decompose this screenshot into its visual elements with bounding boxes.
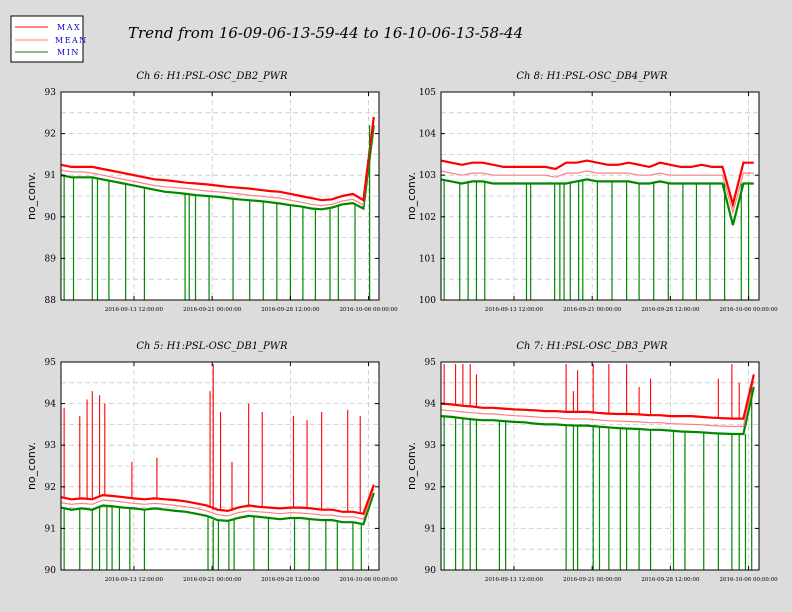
series-line-max [440,374,755,420]
x-tick-label: 2016-09-13 12:00:00 [105,577,164,583]
series-line-max [60,484,375,516]
y-tick-label: 94 [425,400,437,410]
y-axis-label: no_conv. [25,442,38,490]
panel-ch7: 90 91 92 93 94 95 2016-09-13 12:00:00 2016-09-2… [405,341,778,583]
y-axis-label: no_conv. [25,172,38,220]
x-tick-label: 2016-09-21 00:00:00 [183,307,242,313]
y-tick-label: 91 [45,171,56,181]
panel-title: Ch 6: H1:PSL-OSC_DB2_PWR [136,71,288,82]
x-tick-label: 2016-10-06 00:00:00 [339,307,398,313]
series-line-min [440,178,754,226]
y-tick-label: 95 [45,358,57,368]
y-tick-label: 91 [425,524,436,534]
y-tick-label: 92 [425,483,436,493]
x-tick-label: 2016-09-13 12:00:00 [485,307,544,313]
y-tick-label: 90 [425,566,437,576]
plot-frame [440,361,760,571]
y-tick-label: 88 [45,296,57,306]
y-tick-label: 92 [45,483,56,493]
legend-label-mean: MEAN [55,36,88,45]
y-tick-label: 93 [425,441,437,451]
x-tick-label: 2016-09-28 12:00:00 [261,307,320,313]
figure-title: Trend from 16-09-06-13-59-44 to 16-10-06… [128,24,523,42]
panel-title: Ch 7: H1:PSL-OSC_DB3_PWR [516,341,668,352]
legend-label-min: MIN [57,48,80,57]
x-tick-label: 2016-09-13 12:00:00 [105,307,164,313]
panel-ch8: 100 101 102 103 104 105 2016-09-13 12:00:00 201… [405,71,778,313]
y-tick-label: 100 [419,296,436,306]
y-tick-label: 101 [419,254,436,264]
y-tick-label: 102 [419,213,436,223]
y-tick-label: 89 [45,254,57,264]
y-tick-label: 103 [419,171,436,181]
panel-ch6: 88 89 90 91 92 93 2016-09-13 12:00:00 2016-09-2… [25,71,398,313]
series-line-mean [440,170,754,215]
y-tick-label: 93 [45,441,57,451]
x-tick-label: 2016-09-21 00:00:00 [563,577,622,583]
x-tick-label: 2016-09-28 12:00:00 [641,307,700,313]
x-tick-label: 2016-10-06 00:00:00 [719,307,778,313]
panel-title: Ch 8: H1:PSL-OSC_DB4_PWR [516,71,668,82]
x-tick-label: 2016-09-21 00:00:00 [563,307,622,313]
y-axis-label: no_conv. [405,172,418,220]
series-line-mean [60,121,375,207]
panel-title: Ch 5: H1:PSL-OSC_DB1_PWR [136,341,288,352]
y-tick-label: 95 [425,358,437,368]
series-line-mean [60,488,375,520]
x-tick-label: 2016-09-28 12:00:00 [261,577,320,583]
x-tick-label: 2016-09-13 12:00:00 [485,577,544,583]
y-tick-label: 92 [45,130,56,140]
series-line-max [60,116,375,203]
series-line-min [440,386,755,436]
legend-label-max: MAX [57,23,81,32]
plot-frame [440,91,760,301]
series-line-min [60,125,375,211]
x-tick-label: 2016-10-06 00:00:00 [719,577,778,583]
plot-frame [60,91,380,301]
series-line-max [440,159,754,209]
y-tick-label: 94 [45,400,57,410]
series-line-mean [440,380,755,428]
y-tick-label: 105 [419,88,436,98]
x-tick-label: 2016-10-06 00:00:00 [339,577,398,583]
panel-ch5: 90 91 92 93 94 95 2016-09-13 12:00:00 2016-09-2… [25,341,398,583]
x-tick-label: 2016-09-21 00:00:00 [183,577,242,583]
legend-box: MAX MEAN MIN [10,15,88,63]
plot-area [441,92,759,300]
y-tick-label: 93 [45,88,57,98]
plot-frame [60,361,380,571]
y-tick-label: 104 [419,130,436,140]
y-axis-label: no_conv. [405,442,418,490]
y-tick-label: 91 [45,524,56,534]
x-tick-label: 2016-09-28 12:00:00 [641,577,700,583]
y-tick-label: 90 [45,566,57,576]
series-line-min [60,492,375,526]
y-tick-label: 90 [45,213,57,223]
